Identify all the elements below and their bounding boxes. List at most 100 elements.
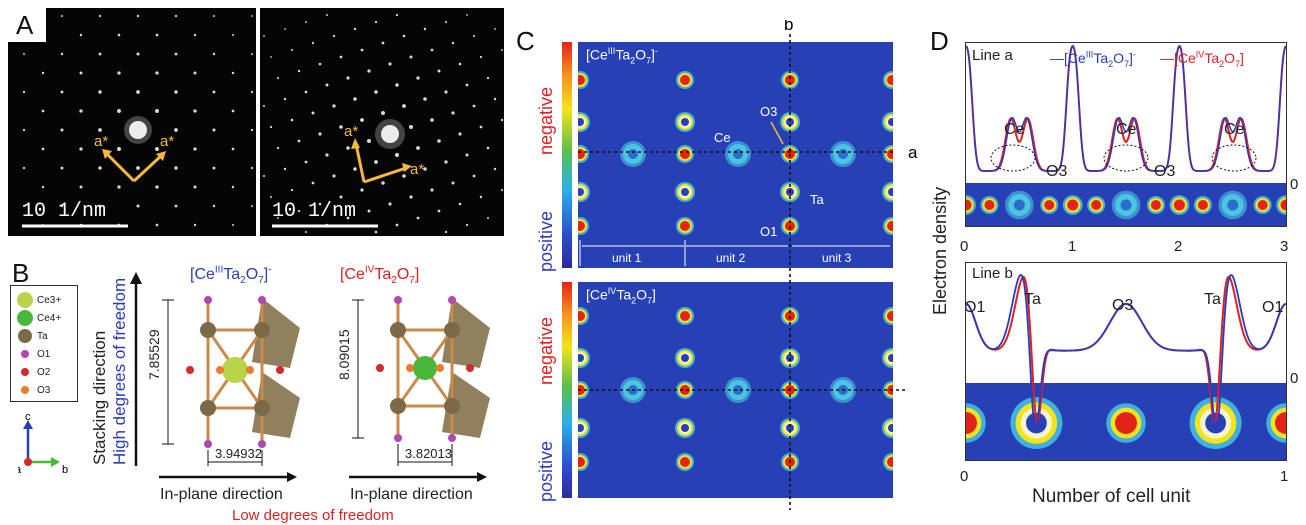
diffraction-spot xyxy=(60,166,64,170)
structure-title-ce4: [CeIVTa2O7] xyxy=(340,265,420,287)
diffraction-spot xyxy=(500,118,504,122)
diffraction-spot xyxy=(284,28,286,30)
diffraction-spot xyxy=(444,90,448,94)
diffraction-spot xyxy=(174,204,178,208)
diffraction-pattern-left: a* a* A 10 1/nm xyxy=(8,8,256,236)
diffraction-spot xyxy=(297,69,301,73)
diffraction-spot xyxy=(367,139,371,143)
diffraction-spot xyxy=(117,109,121,113)
diffraction-spot xyxy=(60,90,64,94)
diffraction-spot xyxy=(374,160,378,164)
low-freedom-label: Low degrees of freedom xyxy=(232,507,394,524)
diffraction-spot xyxy=(276,76,280,80)
legend-label: O3 xyxy=(37,384,51,396)
diffraction-spot xyxy=(155,147,159,151)
diffraction-spot xyxy=(479,195,483,199)
diffraction-spot xyxy=(283,97,287,101)
diffraction-spot xyxy=(79,71,83,75)
diffraction-spot xyxy=(193,71,197,75)
panel-label-b: B xyxy=(12,258,30,288)
o1-label-right: O1 xyxy=(1262,299,1284,316)
legend-row: Ta xyxy=(17,328,48,344)
scale-bar-label: 10 1/nm xyxy=(272,200,357,223)
o3-trough-label: O3 xyxy=(1046,163,1068,180)
inplane-label-right: In-plane direction xyxy=(350,486,473,503)
atom-swatch xyxy=(21,368,29,376)
astar-label: a* xyxy=(160,133,174,150)
diffraction-spot xyxy=(374,230,378,234)
diffraction-spot xyxy=(232,34,234,36)
diffraction-spot xyxy=(117,185,121,189)
line-a-label: a xyxy=(908,143,918,162)
diffraction-spot xyxy=(136,204,140,208)
diffraction-spot xyxy=(416,216,420,220)
diffraction-pattern-right: a* a* 10 1/nm xyxy=(260,8,504,236)
diffraction-spot xyxy=(353,97,357,101)
diffraction-spot xyxy=(304,160,308,164)
atom-swatch xyxy=(21,386,29,394)
diffraction-spot xyxy=(444,20,448,24)
diffraction-spot xyxy=(465,83,469,87)
diffraction-spot xyxy=(430,48,434,52)
legend-row: Ce4+ xyxy=(17,310,61,326)
atom-density xyxy=(578,307,893,471)
stacking-direction-label: Stacking direction xyxy=(90,330,109,465)
o1-label-left: O1 xyxy=(965,299,986,316)
diffraction-spot xyxy=(374,90,378,94)
diffraction-spot xyxy=(458,62,462,66)
o1-label: O1 xyxy=(760,224,777,239)
ce-peak-label: Ce xyxy=(1004,121,1025,138)
map-title-ce4: [CeIVTa2O7] xyxy=(586,286,656,306)
astar-label: a* xyxy=(94,133,108,150)
diffraction-spot xyxy=(479,125,483,129)
colormap-bar-bottom xyxy=(562,282,572,498)
diffraction-spot xyxy=(60,128,64,132)
stacking-arrow xyxy=(130,272,142,466)
panel-label-c: C xyxy=(516,26,535,56)
colormap-bar-top xyxy=(562,42,572,268)
ta-label: Ta xyxy=(810,192,825,207)
diffraction-spot xyxy=(22,128,26,132)
diffraction-spot xyxy=(60,52,64,56)
inplane-label-left: In-plane direction xyxy=(160,486,283,503)
atom-swatch xyxy=(18,329,32,343)
ta-label-right: Ta xyxy=(1204,291,1221,308)
diffraction-spot xyxy=(232,224,234,226)
panel-label-d: D xyxy=(930,26,949,56)
ce-label: Ce xyxy=(714,130,731,145)
legend-label: Ce4+ xyxy=(37,312,62,324)
diffraction-spot xyxy=(423,27,427,31)
diffraction-spot xyxy=(430,118,434,122)
diffraction-spot xyxy=(479,55,483,59)
diffraction-spot xyxy=(339,195,343,199)
diffraction-spot xyxy=(437,139,441,143)
diffraction-spot xyxy=(212,90,216,94)
diffraction-spot xyxy=(325,83,329,87)
diffraction-spot xyxy=(193,223,197,227)
diffraction-spot xyxy=(250,90,254,94)
diffraction-spot xyxy=(79,147,83,151)
diffraction-spot xyxy=(500,188,504,192)
ce-peak-label: Ce xyxy=(1224,121,1245,138)
structure-ce4 xyxy=(352,296,490,466)
crystal-structures xyxy=(162,296,490,466)
diffraction-spot xyxy=(409,55,413,59)
diffraction-spot xyxy=(388,202,392,206)
diffraction-spot xyxy=(451,111,455,115)
o3-label: O3 xyxy=(760,104,777,119)
diffraction-spot xyxy=(174,128,178,132)
diffraction-spot xyxy=(193,147,197,151)
line-a-plot: Line a —[CeIIITa2O7]- —[CeIVTa2O7] Ce Ce… xyxy=(965,42,1287,227)
diffraction-spot xyxy=(388,62,392,66)
axis-c-label: c xyxy=(25,412,31,423)
legend-row: Ce3+ xyxy=(17,292,61,308)
legend-label: Ta xyxy=(37,330,48,342)
diffraction-spot xyxy=(304,90,308,94)
diffraction-spot xyxy=(346,76,350,80)
xtick-bottom-0: 0 xyxy=(960,468,969,485)
diffraction-spot xyxy=(193,109,197,113)
legend-ce3: —[CeIIITa2O7]- xyxy=(1050,49,1136,69)
diffraction-spot xyxy=(486,146,490,150)
ylabel-electron-density: Electron density xyxy=(930,186,950,315)
line-b-title: Line b xyxy=(972,265,1013,282)
